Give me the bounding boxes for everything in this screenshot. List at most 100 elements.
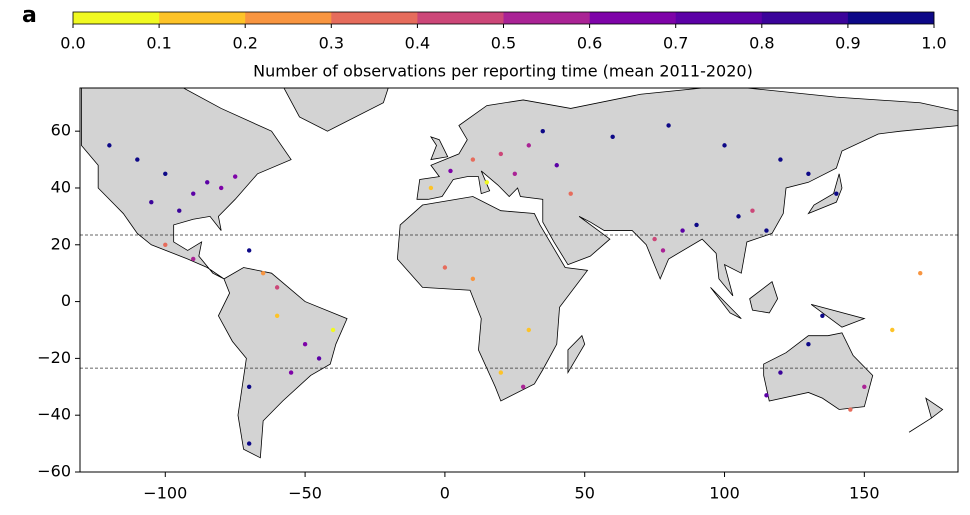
land: [908, 397, 944, 433]
station: [246, 384, 252, 389]
colorbar-tick-label: 0.0: [60, 34, 85, 53]
station: [205, 180, 210, 185]
station: [498, 370, 504, 375]
land: [807, 173, 843, 215]
station: [540, 128, 545, 134]
land: [429, 136, 449, 161]
station: [191, 256, 196, 262]
station: [232, 174, 238, 179]
station: [274, 285, 280, 290]
station: [448, 168, 453, 174]
station: [764, 393, 769, 398]
station: [520, 384, 526, 389]
station: [526, 143, 531, 148]
station: [288, 370, 294, 375]
station: [680, 228, 685, 233]
station: [890, 327, 895, 333]
panel-label: a: [22, 3, 37, 28]
station: [554, 163, 559, 168]
station: [246, 248, 252, 253]
station: [260, 270, 266, 276]
station: [750, 208, 755, 213]
colorbar-segment: [503, 12, 590, 24]
colorbar-segment: [245, 12, 332, 24]
colorbar-segment: [589, 12, 676, 24]
station: [610, 134, 615, 140]
colorbar-tick-label: 0.4: [405, 34, 430, 53]
station: [666, 123, 671, 128]
colorbar-tick-label: 0.9: [835, 34, 860, 53]
station: [316, 356, 322, 361]
station: [246, 441, 252, 446]
station: [274, 313, 280, 318]
station: [107, 143, 112, 148]
station: [526, 327, 531, 333]
station: [442, 265, 448, 270]
y-tick-label: 0: [61, 291, 71, 310]
land: [396, 196, 589, 402]
y-tick-label: 60: [51, 121, 71, 140]
station: [191, 191, 196, 196]
colorbar-tick-label: 0.3: [319, 34, 344, 53]
y-tick-label: 40: [51, 177, 71, 196]
colorbar-segment: [761, 12, 849, 24]
station: [820, 313, 825, 318]
y-tick-label: −20: [37, 348, 71, 367]
land: [763, 332, 874, 410]
colorbar-segment: [675, 12, 763, 24]
colorbar-tick-label: 0.5: [491, 34, 516, 53]
station: [163, 242, 168, 247]
station: [219, 185, 224, 191]
colorbar-segment: [159, 12, 246, 24]
station: [652, 236, 657, 242]
station: [918, 270, 923, 276]
colorbar-tick-label: 0.6: [577, 34, 602, 53]
station: [498, 151, 504, 157]
station: [568, 191, 573, 196]
station: [848, 407, 853, 412]
station: [722, 143, 727, 148]
station: [149, 199, 154, 205]
colorbar-segment: [73, 12, 160, 24]
colorbar-tick-label: 1.0: [921, 34, 946, 53]
colorbar-tick-label: 0.7: [663, 34, 688, 53]
y-tick-label: −40: [37, 405, 71, 424]
land: [217, 267, 348, 459]
x-tick-label: −100: [143, 484, 187, 503]
station: [694, 222, 699, 228]
x-tick-label: 100: [709, 484, 740, 503]
land: [749, 281, 779, 314]
colorbar-tick-label: 0.2: [232, 34, 257, 53]
colorbar-tick-label: 0.1: [146, 34, 171, 53]
station: [428, 185, 434, 191]
station: [470, 276, 476, 282]
station: [163, 171, 168, 176]
station: [177, 208, 182, 213]
station: [470, 157, 476, 162]
x-tick-label: 0: [440, 484, 450, 503]
y-tick-label: −60: [37, 462, 71, 481]
station: [512, 171, 518, 176]
station: [736, 214, 741, 219]
map-area: [80, 88, 958, 459]
land: [416, 88, 958, 297]
station: [660, 248, 666, 253]
station: [135, 157, 140, 162]
station: [862, 384, 867, 389]
x-tick-label: 50: [575, 484, 595, 503]
colorbar-segment: [847, 12, 935, 24]
land: [283, 88, 389, 132]
station: [330, 327, 336, 333]
land: [80, 88, 292, 280]
station: [806, 341, 811, 347]
x-tick-label: 150: [849, 484, 880, 503]
land: [710, 287, 742, 319]
station: [484, 180, 490, 185]
y-tick-label: 20: [51, 234, 71, 253]
colorbar-segment: [331, 12, 418, 24]
land: [567, 334, 586, 375]
land: [810, 304, 866, 328]
axes-frame: [79, 87, 959, 473]
station: [778, 370, 783, 375]
